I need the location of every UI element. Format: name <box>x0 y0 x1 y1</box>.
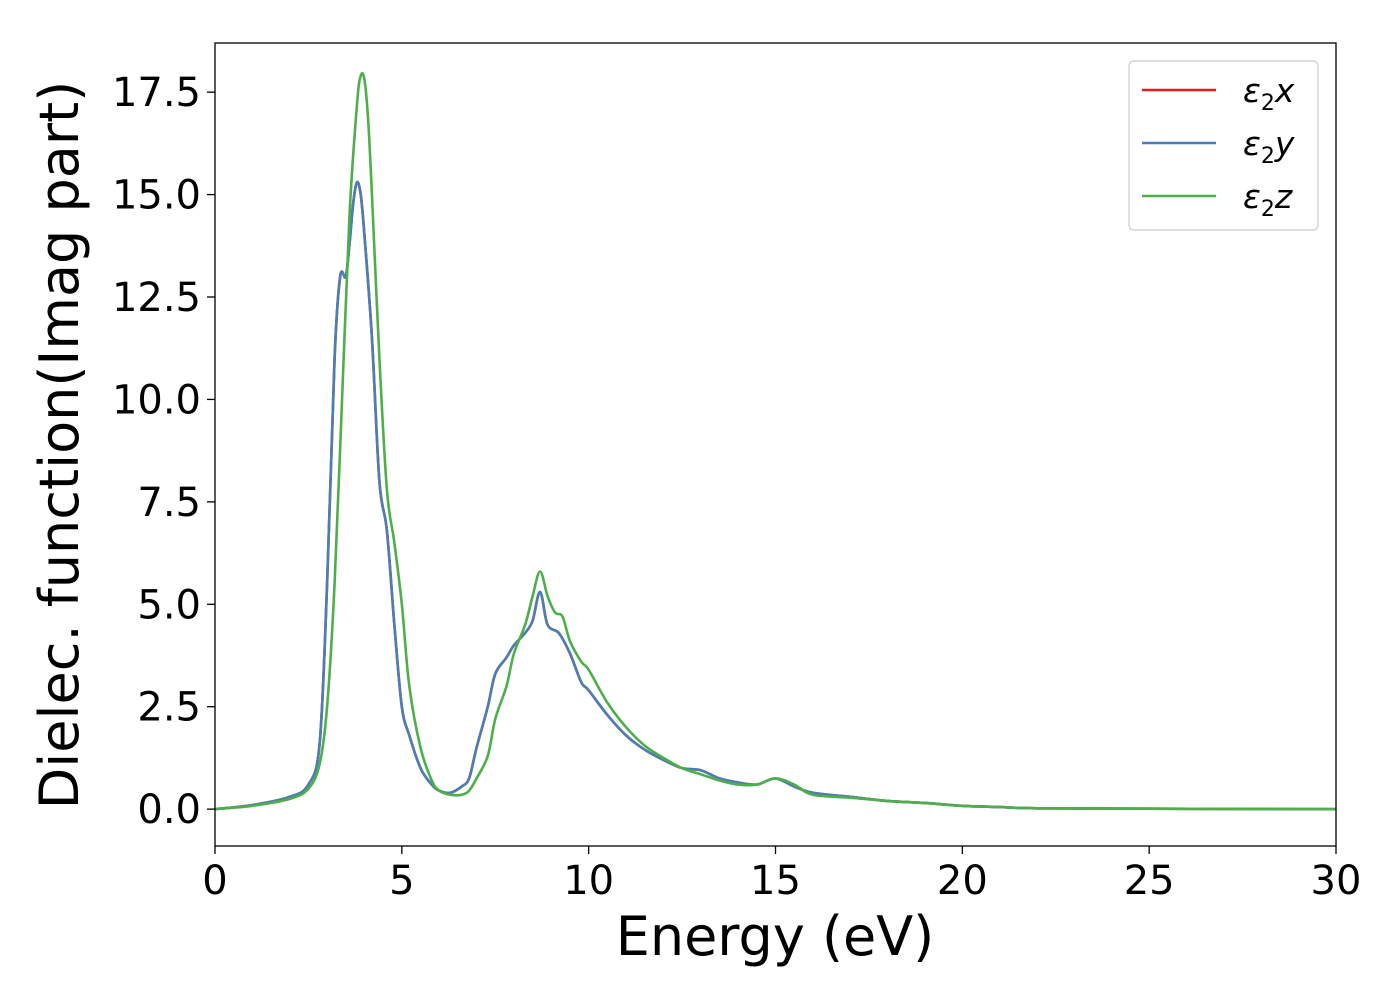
y-tick-label: 10.0 <box>112 377 201 423</box>
legend-label-x: ε2x <box>1243 71 1295 116</box>
series-line-x <box>215 180 1336 811</box>
x-tick-label: 5 <box>389 858 414 904</box>
legend-label-y: ε2y <box>1243 124 1295 169</box>
y-axis-label: Dielec. function(Imag part) <box>28 81 91 810</box>
x-axis-ticks: 0 5 10 15 20 25 30 <box>202 846 1361 904</box>
legend-label-z: ε2z <box>1243 177 1293 222</box>
series-line-y <box>215 180 1336 811</box>
x-tick-label: 25 <box>1124 858 1175 904</box>
y-tick-label: 2.5 <box>137 685 201 731</box>
x-axis-label: Energy (eV) <box>616 905 935 968</box>
x-tick-label: 20 <box>937 858 988 904</box>
y-tick-label: 7.5 <box>137 480 201 526</box>
y-tick-label: 17.5 <box>112 70 201 116</box>
y-tick-label: 12.5 <box>112 275 201 321</box>
x-tick-label: 15 <box>750 858 801 904</box>
y-tick-label: 0.0 <box>137 787 201 833</box>
legend: ε2x ε2y ε2z <box>1128 60 1319 231</box>
x-tick-label: 0 <box>202 858 227 904</box>
x-tick-label: 10 <box>563 858 614 904</box>
y-tick-label: 5.0 <box>137 582 201 628</box>
series-line-z <box>215 71 1336 811</box>
legend-box <box>1128 60 1319 231</box>
y-tick-label: 15.0 <box>112 173 201 219</box>
y-axis-ticks: 0.0 2.5 5.0 7.5 10.0 12.5 15.0 17.5 <box>112 70 215 833</box>
x-tick-label: 30 <box>1311 858 1362 904</box>
